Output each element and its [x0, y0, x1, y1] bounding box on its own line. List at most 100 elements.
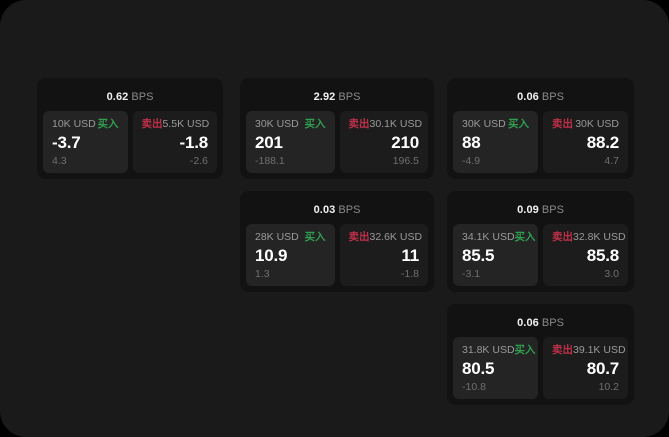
bid-price: -3.7 [52, 133, 81, 152]
buy-side-label: 买入 [508, 118, 529, 130]
buy-side-label: 买入 [514, 344, 536, 356]
card-header: 2.92 BPS [246, 84, 428, 111]
card-header: 0.62 BPS [43, 84, 217, 111]
card-body: 34.1K USD 买入 85.5 -3.1 卖出 32.8K USD 85.8 3.0 [453, 224, 628, 286]
bid-panel[interactable]: 34.1K USD 买入 85.5 -3.1 [453, 224, 538, 286]
bid-panel[interactable]: 30K USD 买入 201 -188.1 [246, 111, 335, 173]
quote-card[interactable]: 0.62 BPS 10K USD 买入 -3.7 4.3 卖出 5.5K USD -1.8 -2.… [37, 78, 223, 179]
bid-delta: -3.1 [462, 267, 481, 280]
quote-card[interactable]: 2.92 BPS 30K USD 买入 201 -188.1 卖出 30.1K USD 210 1… [240, 78, 434, 179]
bid-delta: 1.3 [255, 267, 270, 280]
bid-panel[interactable]: 31.8K USD 买入 80.5 -10.8 [453, 337, 538, 399]
ask-panel-top: 卖出 30.1K USD [348, 118, 423, 130]
sell-side-label: 卖出 [552, 344, 573, 356]
bps-value: 0.06 [517, 317, 539, 329]
bid-size-label: 10K USD [52, 118, 96, 130]
bid-size-label: 31.8K USD [462, 344, 515, 356]
ask-panel-top: 卖出 32.8K USD [552, 231, 626, 243]
ask-delta: -2.6 [189, 154, 208, 167]
ask-price: -1.8 [179, 133, 209, 152]
buy-side-label: 买入 [304, 231, 326, 243]
bps-value: 0.06 [517, 91, 539, 103]
bid-panel-top: 30K USD 买入 [255, 119, 326, 130]
bps-value: 0.62 [106, 91, 129, 103]
ask-panel[interactable]: 卖出 30K USD 88.2 4.7 [543, 111, 628, 173]
ask-delta: -1.8 [400, 267, 419, 280]
sell-side-label: 卖出 [141, 118, 163, 130]
card-body: 31.8K USD 买入 80.5 -10.8 卖出 39.1K USD 80.7 10.2 [453, 337, 628, 399]
ask-panel[interactable]: 卖出 39.1K USD 80.7 10.2 [543, 337, 628, 399]
ask-panel[interactable]: 卖出 5.5K USD -1.8 -2.6 [132, 111, 217, 173]
sell-side-label: 卖出 [348, 231, 370, 243]
ask-panel[interactable]: 卖出 32.6K USD 11 -1.8 [339, 224, 428, 286]
bid-panel-top: 30K USD 买入 [462, 119, 529, 130]
card-body: 30K USD 买入 88 -4.9 卖出 30K USD 88.2 4.7 [453, 111, 628, 173]
bid-panel[interactable]: 10K USD 买入 -3.7 4.3 [43, 111, 128, 173]
bid-size-label: 34.1K USD [462, 231, 515, 243]
ask-panel-top: 卖出 30K USD [552, 119, 619, 130]
bid-delta: -188.1 [255, 154, 285, 167]
bid-panel-top: 28K USD 买入 [255, 232, 326, 243]
ask-size-label: 5.5K USD [162, 118, 210, 130]
bps-value: 0.03 [313, 204, 336, 216]
bid-delta: 4.3 [52, 154, 67, 167]
ask-delta: 10.2 [598, 380, 619, 393]
bid-size-label: 30K USD [255, 118, 299, 130]
ask-delta: 3.0 [604, 267, 619, 280]
quote-card[interactable]: 0.06 BPS 31.8K USD 买入 80.5 -10.8 卖出 39.1K USD 80… [447, 304, 634, 405]
ask-panel-top: 卖出 39.1K USD [552, 344, 626, 356]
ask-size-label: 39.1K USD [573, 344, 626, 356]
quote-column: 0.06 BPS 30K USD 买入 88 -4.9 卖出 30K USD 88.2 4.7 0.… [447, 78, 634, 417]
bid-panel-top: 10K USD 买入 [52, 119, 119, 130]
bid-panel[interactable]: 28K USD 买入 10.9 1.3 [246, 224, 335, 286]
ask-price: 11 [401, 246, 419, 265]
bid-price: 201 [255, 133, 283, 152]
sell-side-label: 卖出 [348, 118, 370, 130]
card-header: 0.03 BPS [246, 197, 428, 224]
ask-panel[interactable]: 卖出 30.1K USD 210 196.5 [339, 111, 428, 173]
ask-delta: 196.5 [392, 154, 419, 167]
quote-card[interactable]: 0.06 BPS 30K USD 买入 88 -4.9 卖出 30K USD 88.2 4.7 [447, 78, 634, 179]
ask-panel[interactable]: 卖出 32.8K USD 85.8 3.0 [543, 224, 628, 286]
card-header: 0.09 BPS [453, 197, 628, 224]
bps-unit-label: BPS [338, 204, 361, 216]
bid-size-label: 28K USD [255, 231, 299, 243]
ask-size-label: 30K USD [575, 118, 619, 130]
quote-card[interactable]: 0.09 BPS 34.1K USD 买入 85.5 -3.1 卖出 32.8K USD 85.… [447, 191, 634, 292]
bid-delta: -4.9 [462, 154, 481, 167]
ask-price: 85.8 [586, 246, 619, 265]
bid-panel-top: 31.8K USD 买入 [462, 344, 536, 356]
ask-price: 80.7 [586, 359, 619, 378]
card-header: 0.06 BPS [453, 84, 628, 111]
bid-price: 80.5 [462, 359, 495, 378]
bid-size-label: 30K USD [462, 118, 506, 130]
bps-value: 0.09 [517, 204, 539, 216]
ask-panel-top: 卖出 5.5K USD [141, 118, 210, 130]
ask-delta: 4.7 [604, 154, 619, 167]
ask-price: 210 [391, 133, 419, 152]
bid-price: 85.5 [462, 246, 495, 265]
buy-side-label: 买入 [304, 118, 326, 130]
bps-unit-label: BPS [541, 91, 564, 103]
sell-side-label: 卖出 [552, 231, 573, 243]
bid-price: 88 [462, 133, 481, 152]
quote-card[interactable]: 0.03 BPS 28K USD 买入 10.9 1.3 卖出 32.6K USD 11 -1.8 [240, 191, 434, 292]
ask-size-label: 32.8K USD [573, 231, 626, 243]
quote-column: 0.62 BPS 10K USD 买入 -3.7 4.3 卖出 5.5K USD -1.8 -2.… [37, 78, 223, 191]
bid-panel[interactable]: 30K USD 买入 88 -4.9 [453, 111, 538, 173]
buy-side-label: 买入 [514, 231, 536, 243]
bid-price: 10.9 [255, 246, 288, 265]
ask-price: 88.2 [586, 133, 619, 152]
card-body: 28K USD 买入 10.9 1.3 卖出 32.6K USD 11 -1.8 [246, 224, 428, 286]
quote-column: 2.92 BPS 30K USD 买入 201 -188.1 卖出 30.1K USD 210 1… [240, 78, 434, 304]
bps-unit-label: BPS [541, 317, 564, 329]
ask-panel-top: 卖出 32.6K USD [348, 231, 423, 243]
sell-side-label: 卖出 [552, 118, 573, 130]
bps-unit-label: BPS [338, 91, 361, 103]
ask-size-label: 32.6K USD [369, 231, 423, 243]
bps-unit-label: BPS [131, 91, 154, 103]
card-body: 30K USD 买入 201 -188.1 卖出 30.1K USD 210 196.5 [246, 111, 428, 173]
card-body: 10K USD 买入 -3.7 4.3 卖出 5.5K USD -1.8 -2.6 [43, 111, 217, 173]
bps-unit-label: BPS [541, 204, 564, 216]
